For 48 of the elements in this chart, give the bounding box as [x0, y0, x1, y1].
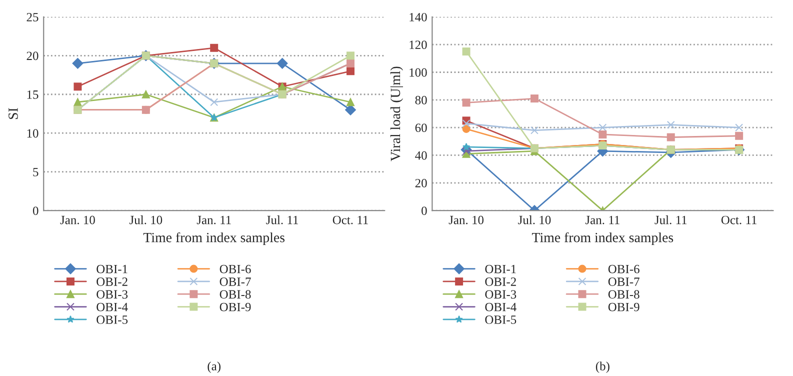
x-tick-label: Jan. 10 — [448, 216, 484, 224]
x-tick-label: Jan. 10 — [60, 216, 95, 224]
legend-label: OBI-9 — [220, 302, 251, 312]
legend-label: OBI-5 — [485, 316, 516, 324]
legend-label: OBI-1 — [485, 264, 516, 274]
legend-label: OBI-3 — [485, 290, 516, 299]
legend-label: OBI-1 — [96, 264, 128, 274]
y-tick-label: 20 — [26, 52, 38, 60]
legend-label: OBI-2 — [96, 278, 128, 286]
x-tick-label: Jul. 10 — [130, 215, 162, 224]
x-tick-label: Jul. 11 — [654, 215, 687, 224]
legend-label: OBI-4 — [96, 302, 128, 312]
legend-label: OBI-4 — [485, 302, 516, 312]
legend-label: OBI-7 — [608, 278, 640, 286]
legend-label: OBI-6 — [608, 264, 640, 274]
y-tick-label: 5 — [33, 168, 38, 176]
x-tick-label: Jul. 11 — [266, 215, 298, 224]
x-tick-label: Jan. 11 — [585, 216, 620, 224]
x-axis-title: Time from index samples — [532, 232, 674, 246]
legend-label: OBI-9 — [608, 302, 640, 312]
legend-label: OBI-5 — [96, 316, 128, 324]
x-axis-title: Time from index samples — [143, 232, 285, 246]
x-tick-label: Oct. 11 — [721, 216, 756, 224]
legend-label: OBI-7 — [220, 278, 251, 286]
legend-label: OBI-2 — [485, 278, 516, 286]
y-tick-label: 80 — [415, 96, 427, 104]
y-tick-label: 60 — [415, 124, 427, 132]
y-tick-label: 20 — [415, 178, 427, 188]
y-axis-title: SI — [8, 108, 18, 119]
y-tick-label: 100 — [410, 68, 427, 77]
legend-label: OBI-8 — [220, 290, 251, 299]
y-tick-label: 0 — [32, 206, 38, 216]
y-tick-label: 15 — [27, 90, 38, 99]
x-tick-label: Jan. 11 — [196, 216, 231, 224]
y-tick-label: 0 — [422, 206, 427, 216]
y-tick-label: 25 — [26, 12, 38, 22]
text: (b) — [596, 362, 610, 373]
y-tick-label: 140 — [410, 12, 427, 22]
x-tick-label: Oct. 11 — [332, 216, 368, 224]
legend-label: OBI-8 — [608, 290, 640, 299]
x-tick-label: Jul. 10 — [518, 215, 551, 224]
text: (a) — [208, 362, 220, 373]
y-tick-label: 120 — [410, 40, 427, 50]
legend-label: OBI-6 — [220, 264, 251, 274]
legend-label: OBI-3 — [96, 290, 128, 299]
y-tick-label: 40 — [415, 151, 427, 160]
y-axis-title: Viral load (U|ml) — [390, 66, 404, 162]
y-tick-label: 10 — [27, 129, 38, 138]
